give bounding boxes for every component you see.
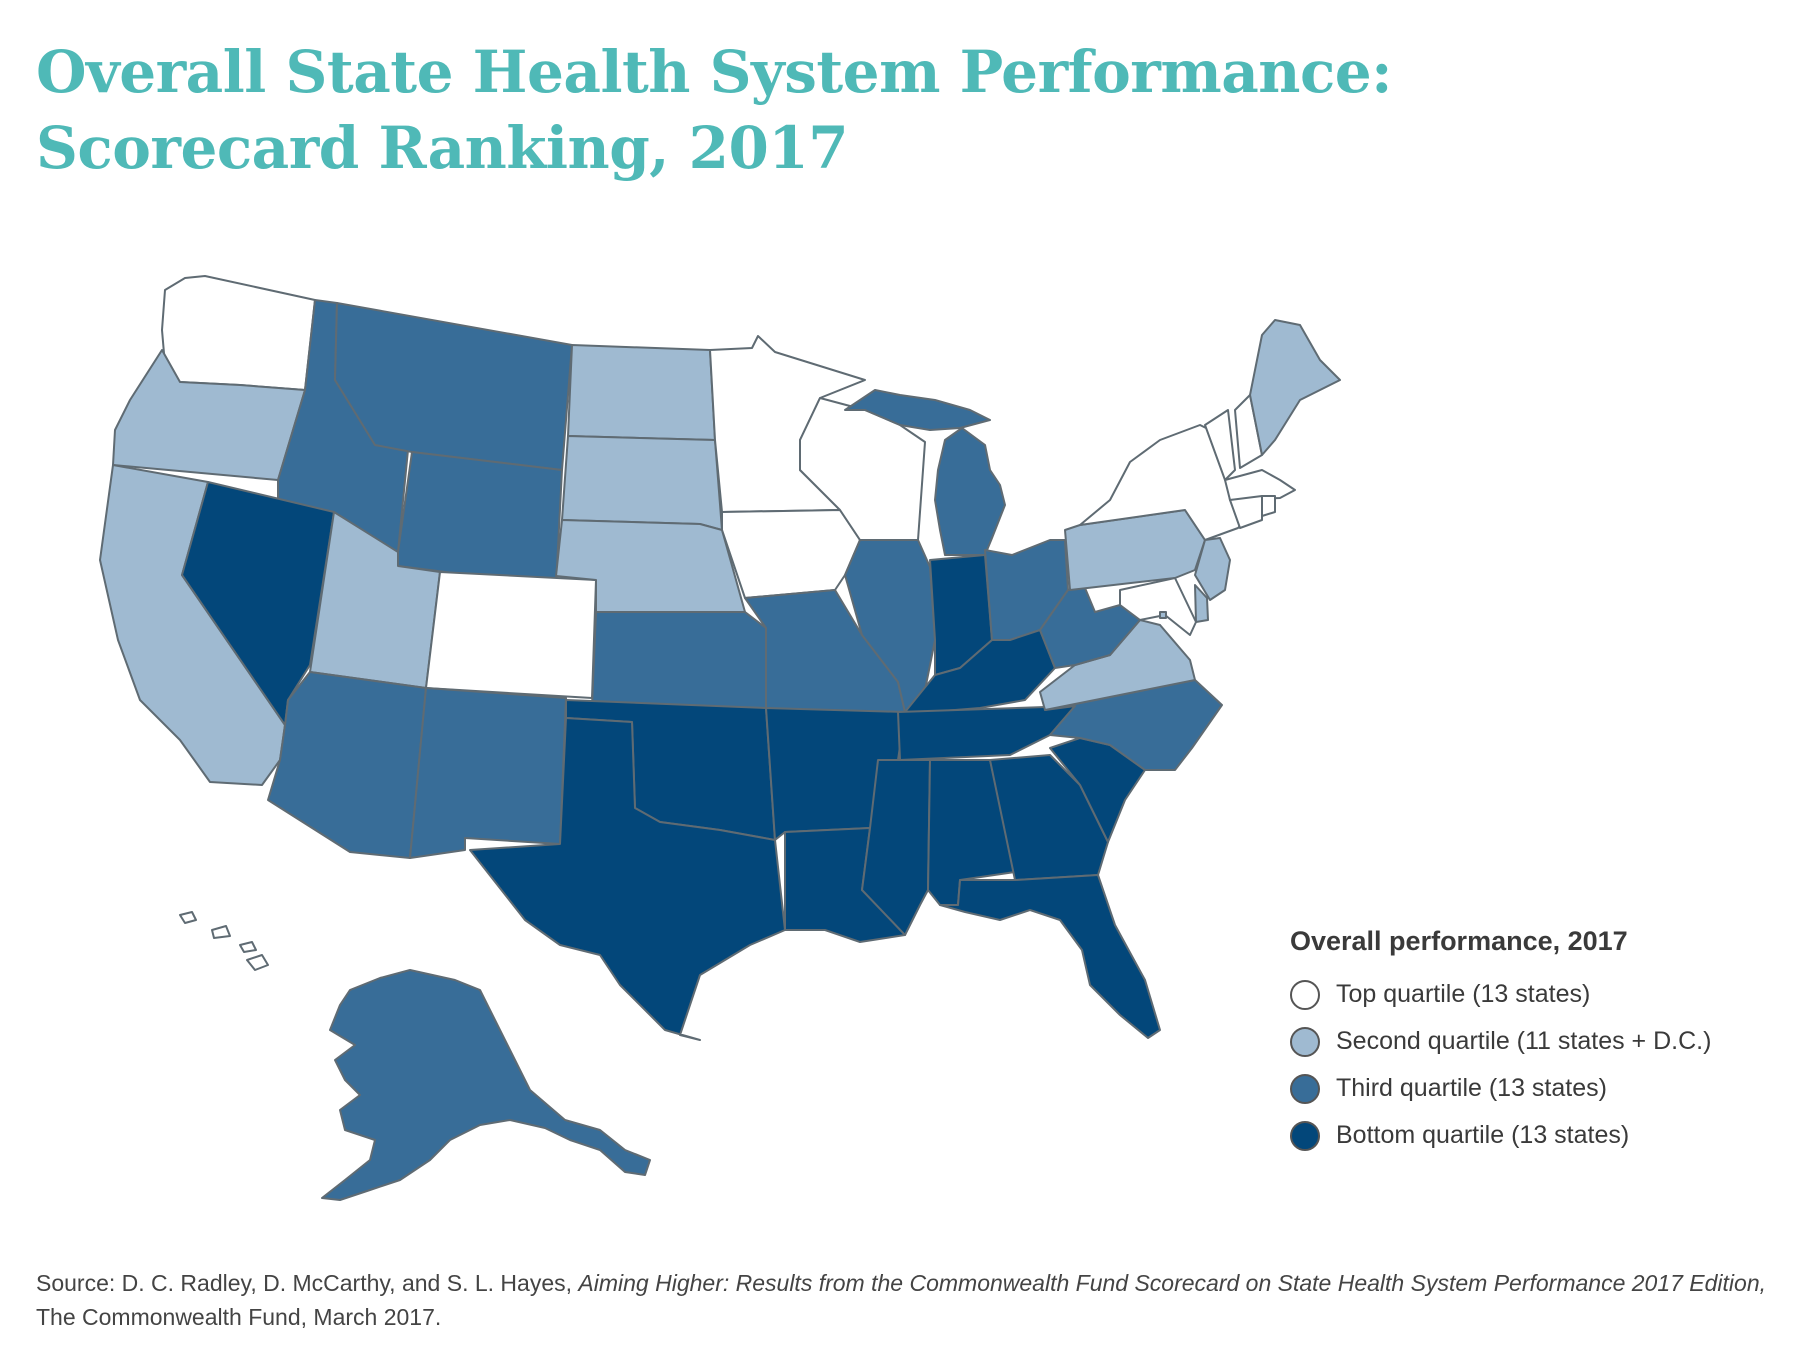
state-VT[interactable] bbox=[1204, 409, 1236, 481]
state-WY[interactable] bbox=[397, 451, 563, 587]
state-AK[interactable] bbox=[321, 969, 651, 1201]
legend: Overall performance, 2017 Top quartile (… bbox=[1290, 926, 1711, 1159]
legend-label: Bottom quartile (13 states) bbox=[1336, 1121, 1630, 1149]
legend-item-top: Top quartile (13 states) bbox=[1290, 971, 1711, 1018]
legend-swatch-bottom bbox=[1290, 1120, 1320, 1151]
state-IA[interactable] bbox=[721, 509, 861, 599]
state-TX[interactable] bbox=[469, 717, 786, 1041]
state-CT[interactable] bbox=[1229, 495, 1263, 529]
state-NJ[interactable] bbox=[1194, 537, 1231, 601]
state-MI-UP[interactable] bbox=[844, 389, 991, 431]
state-ME[interactable] bbox=[1249, 319, 1341, 456]
state-ND[interactable] bbox=[567, 344, 716, 441]
state-AZ[interactable] bbox=[267, 671, 427, 859]
state-DE[interactable] bbox=[1194, 584, 1209, 623]
title-line-1: Overall State Health System Performance: bbox=[36, 38, 1393, 106]
source-note: Source: D. C. Radley, D. McCarthy, and S… bbox=[36, 1266, 1776, 1334]
title-line-2: Scorecard Ranking, 2017 bbox=[36, 114, 849, 182]
legend-item-second: Second quartile (11 states + D.C.) bbox=[1290, 1018, 1711, 1065]
source-prefix: Source: D. C. Radley, D. McCarthy, and S… bbox=[36, 1270, 579, 1296]
state-NM[interactable] bbox=[409, 687, 567, 859]
state-MI[interactable] bbox=[934, 427, 1006, 556]
state-KS[interactable] bbox=[591, 611, 767, 709]
legend-title: Overall performance, 2017 bbox=[1290, 926, 1628, 956]
page-title: Overall State Health System Performance:… bbox=[36, 34, 1393, 186]
legend-label: Third quartile (13 states) bbox=[1336, 1074, 1607, 1102]
legend-item-bottom: Bottom quartile (13 states) bbox=[1290, 1112, 1711, 1159]
state-HI[interactable] bbox=[179, 911, 269, 971]
legend-label: Top quartile (13 states) bbox=[1336, 980, 1591, 1008]
legend-swatch-top bbox=[1290, 979, 1320, 1010]
source-suffix: The Commonwealth Fund, March 2017. bbox=[36, 1304, 442, 1330]
state-NC[interactable] bbox=[1044, 679, 1223, 771]
state-MD[interactable] bbox=[1119, 577, 1197, 636]
state-CO[interactable] bbox=[425, 571, 597, 699]
legend-label: Second quartile (11 states + D.C.) bbox=[1336, 1027, 1712, 1055]
state-WI[interactable] bbox=[799, 397, 926, 541]
legend-item-third: Third quartile (13 states) bbox=[1290, 1065, 1711, 1112]
state-TN[interactable] bbox=[897, 705, 1076, 761]
state-WA[interactable] bbox=[161, 275, 316, 391]
source-title: Aiming Higher: Results from the Commonwe… bbox=[578, 1270, 1767, 1296]
state-SD[interactable] bbox=[561, 435, 723, 531]
legend-swatch-second bbox=[1290, 1026, 1320, 1057]
state-DC[interactable] bbox=[1159, 611, 1167, 619]
legend-swatch-third bbox=[1290, 1073, 1320, 1104]
state-WV[interactable] bbox=[1039, 587, 1141, 669]
state-RI[interactable] bbox=[1261, 495, 1276, 517]
state-FL[interactable] bbox=[939, 874, 1161, 1039]
